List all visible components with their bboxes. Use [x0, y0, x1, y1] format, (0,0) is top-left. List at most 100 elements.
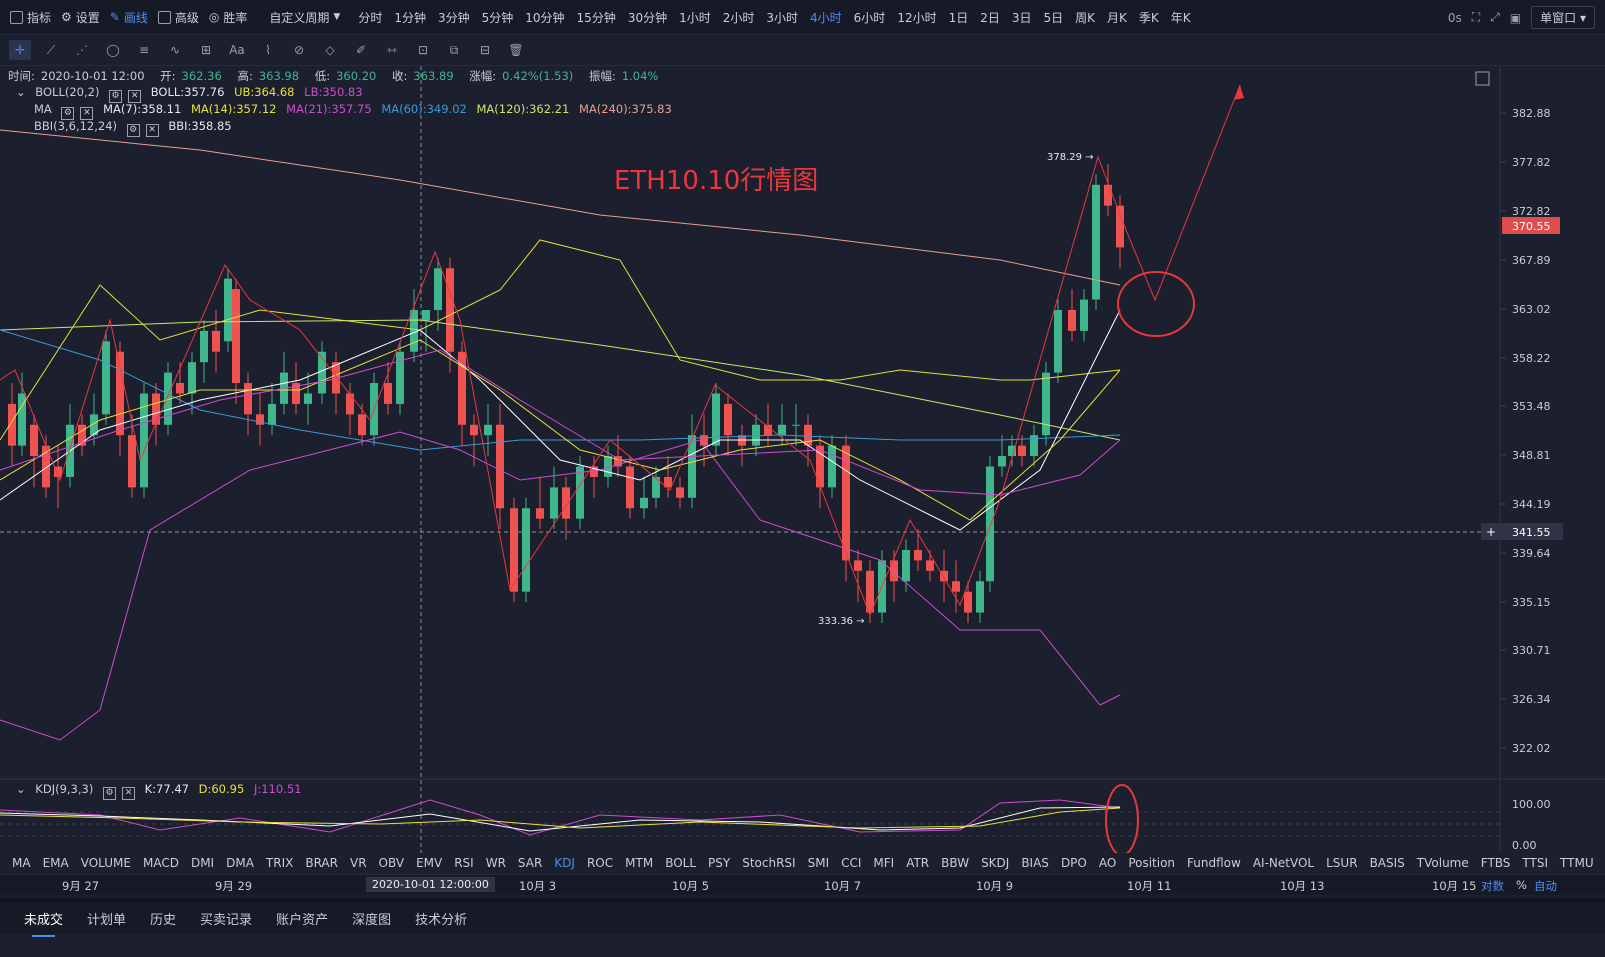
- bottom-tab-6[interactable]: 技术分析: [415, 912, 468, 928]
- period-4[interactable]: 10分钟: [525, 10, 565, 25]
- trendline-icon[interactable]: ⟋: [46, 42, 56, 57]
- period-17[interactable]: 周K: [1075, 10, 1096, 25]
- close-icon[interactable]: ✕: [80, 107, 94, 120]
- indicator-tab-macd[interactable]: MACD: [142, 856, 179, 870]
- draw-button[interactable]: ✎ 画线: [109, 10, 148, 25]
- bottom-tab-3[interactable]: 买卖记录: [200, 912, 253, 928]
- settings-icon[interactable]: ⚙: [109, 90, 123, 103]
- indicator-tab-emv[interactable]: EMV: [416, 856, 443, 870]
- period-0[interactable]: 分时: [358, 10, 383, 25]
- period-10[interactable]: 4小时: [810, 10, 842, 25]
- indicator-tab-lsur[interactable]: LSUR: [1326, 856, 1358, 870]
- indicator-tab-volume[interactable]: VOLUME: [80, 856, 131, 870]
- advanced-button[interactable]: 高级: [157, 9, 199, 26]
- screenshot-icon[interactable]: ⊟: [479, 43, 491, 57]
- bottom-tab-2[interactable]: 历史: [150, 912, 177, 928]
- wave-icon[interactable]: ∿: [169, 43, 181, 57]
- fib-icon[interactable]: ⋰: [76, 43, 88, 57]
- indicator-tab-ttsi[interactable]: TTSI: [1522, 856, 1549, 870]
- period-9[interactable]: 3小时: [766, 10, 799, 25]
- pattern-icon[interactable]: ⌇: [265, 43, 271, 57]
- auto-scale-toggle[interactable]: 自动: [1534, 879, 1557, 893]
- period-8[interactable]: 2小时: [722, 10, 755, 25]
- camera-icon[interactable]: ▣: [1509, 10, 1522, 25]
- indicator-tab-vr[interactable]: VR: [349, 856, 367, 870]
- indicator-tab-ema[interactable]: EMA: [42, 856, 69, 870]
- bottom-tab-4[interactable]: 账户资产: [276, 912, 329, 928]
- channel-icon[interactable]: ≡: [138, 43, 150, 57]
- period-12[interactable]: 12小时: [897, 10, 937, 25]
- period-11[interactable]: 6小时: [853, 10, 886, 25]
- period-2[interactable]: 3分钟: [437, 10, 470, 25]
- settings-button[interactable]: ⚙ 设置: [61, 10, 100, 25]
- period-13[interactable]: 1日: [948, 10, 969, 25]
- indicator-tab-mtm[interactable]: MTM: [625, 856, 654, 870]
- period-20[interactable]: 年K: [1170, 10, 1191, 25]
- indicator-tab-ftbs[interactable]: FTBS: [1480, 856, 1511, 870]
- ruler-icon[interactable]: ◇: [325, 43, 335, 57]
- period-18[interactable]: 月K: [1107, 10, 1127, 25]
- settings-icon[interactable]: ⚙: [61, 107, 75, 120]
- period-6[interactable]: 30分钟: [627, 10, 668, 25]
- expand-icon[interactable]: ⤢: [1490, 10, 1500, 24]
- measure-icon[interactable]: ⊞: [200, 43, 212, 57]
- collapse-chevron-icon[interactable]: ⌄: [16, 782, 26, 796]
- period-7[interactable]: 1小时: [679, 10, 711, 25]
- erase-icon[interactable]: ⊘: [293, 43, 305, 57]
- period-14[interactable]: 2日: [980, 10, 1000, 25]
- indicator-tab-brar[interactable]: BRAR: [305, 856, 338, 870]
- delete-icon[interactable]: 🗑: [508, 43, 524, 57]
- indicator-tab-ttmu[interactable]: TTMU: [1560, 856, 1594, 870]
- crosshair-icon[interactable]: ✛: [9, 40, 31, 60]
- collapse-chevron-icon[interactable]: ⌄: [16, 85, 26, 99]
- settings-icon[interactable]: ⚙: [102, 787, 116, 800]
- period-19[interactable]: 季K: [1138, 10, 1159, 25]
- period-1[interactable]: 1分钟: [394, 10, 426, 25]
- window-mode-dropdown[interactable]: 单窗口 ▾: [1531, 6, 1595, 29]
- indicator-tab-fundflow[interactable]: Fundflow: [1187, 856, 1241, 870]
- indicator-tab-stochrsi[interactable]: StochRSI: [742, 856, 796, 870]
- indicator-tab-obv[interactable]: OBV: [378, 856, 405, 870]
- close-icon[interactable]: ✕: [121, 787, 135, 800]
- text-icon[interactable]: Aa: [229, 43, 245, 57]
- indicators-button[interactable]: 指标: [10, 9, 51, 26]
- indicator-tab-kdj[interactable]: KDJ: [554, 856, 575, 870]
- indicator-tab-skdj[interactable]: SKDJ: [981, 856, 1010, 870]
- price-chart[interactable]: 382.88 377.82 372.82 367.89 363.02 358.22 353.…: [0, 66, 1605, 853]
- bottom-tab-5[interactable]: 深度图: [352, 912, 392, 928]
- range-icon[interactable]: ⇿: [386, 43, 398, 57]
- indicator-tab-basis[interactable]: BASIS: [1369, 856, 1405, 870]
- log-scale-toggle[interactable]: 对数: [1481, 879, 1504, 893]
- indicator-tab-mfi[interactable]: MFI: [873, 856, 895, 870]
- indicator-tab-ai-netvol[interactable]: AI-NetVOL: [1252, 856, 1315, 870]
- bottom-tab-0[interactable]: 未成交: [24, 909, 63, 937]
- indicator-tab-psy[interactable]: PSY: [708, 856, 731, 870]
- close-icon[interactable]: ✕: [145, 124, 159, 137]
- indicator-tab-tvolume[interactable]: TVolume: [1416, 856, 1469, 870]
- indicator-tab-bias[interactable]: BIAS: [1021, 856, 1049, 870]
- indicator-tab-wr[interactable]: WR: [485, 856, 506, 870]
- indicator-tab-atr[interactable]: ATR: [906, 856, 930, 870]
- indicator-tab-ma[interactable]: MA: [12, 856, 31, 870]
- indicator-tab-cci[interactable]: CCI: [841, 856, 862, 870]
- close-icon[interactable]: ✕: [128, 90, 142, 103]
- ellipse-icon[interactable]: ◯: [106, 43, 120, 57]
- copy-icon[interactable]: ⧉: [449, 42, 459, 57]
- indicator-tab-dmi[interactable]: DMI: [190, 856, 215, 870]
- period-15[interactable]: 3日: [1011, 10, 1032, 25]
- lock-icon[interactable]: ⊡: [417, 43, 429, 57]
- indicator-tab-sar[interactable]: SAR: [517, 856, 543, 870]
- indicator-tab-ao[interactable]: AO: [1098, 856, 1117, 870]
- percent-scale-toggle[interactable]: %: [1516, 878, 1527, 892]
- indicator-tab-position[interactable]: Position: [1128, 856, 1176, 870]
- brush-icon[interactable]: ✐: [355, 43, 367, 57]
- fullscreen-icon[interactable]: ⛶: [1471, 10, 1481, 24]
- winrate-button[interactable]: ◎ 胜率: [208, 10, 248, 25]
- indicator-tab-dpo[interactable]: DPO: [1060, 856, 1087, 870]
- period-5[interactable]: 15分钟: [576, 10, 616, 25]
- bottom-tab-1[interactable]: 计划单: [87, 912, 127, 928]
- custom-period-dropdown[interactable]: 自定义周期 ▼: [269, 10, 341, 25]
- indicator-tab-bbw[interactable]: BBW: [941, 856, 970, 870]
- indicator-tab-roc[interactable]: ROC: [586, 856, 614, 870]
- indicator-tab-boll[interactable]: BOLL: [665, 856, 697, 870]
